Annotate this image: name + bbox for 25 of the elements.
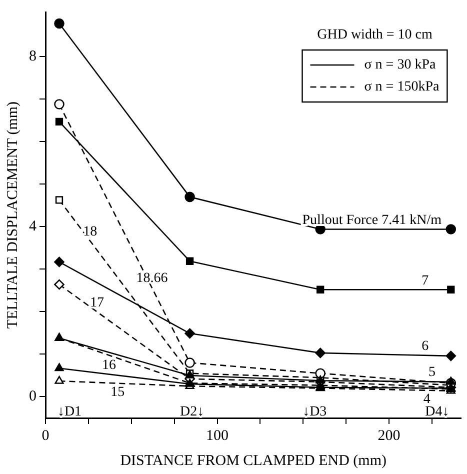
annotation: ↓D1 <box>57 404 82 420</box>
annotation: D2↓ <box>180 404 204 420</box>
annotation: Pullout Force 7.41 kN/m <box>302 212 442 228</box>
y-tick-label: 4 <box>29 218 37 235</box>
y-tick-label: 0 <box>29 388 36 405</box>
y-tick-label: 8 <box>29 48 36 65</box>
annotation: 5 <box>428 365 436 380</box>
legend-label: σ n = 30 kPa <box>364 58 436 73</box>
annotation: 18 <box>83 224 98 240</box>
legend-label: σ n = 150kPa <box>364 80 440 95</box>
annotation: 7 <box>422 273 429 288</box>
x-axis-title: DISTANCE FROM CLAMPED END (mm) <box>120 452 387 469</box>
annotation: 15 <box>110 385 125 400</box>
annotation: D4↓ <box>425 404 450 420</box>
x-tick-label: 100 <box>206 428 229 444</box>
annotation: ↓D3 <box>302 404 327 420</box>
annotation: 17 <box>90 295 104 310</box>
annotation: 6 <box>422 339 429 354</box>
x-tick-label: 200 <box>378 428 400 444</box>
annotation: 18.66 <box>136 271 168 286</box>
x-tick-label: 0 <box>42 428 50 444</box>
y-axis-title: TELLTALE DISPLACEMENT (mm) <box>4 101 21 329</box>
annotation: 16 <box>102 358 116 373</box>
annotation: 4 <box>423 392 430 408</box>
legend-title: GHD width = 10 cm <box>317 28 432 43</box>
